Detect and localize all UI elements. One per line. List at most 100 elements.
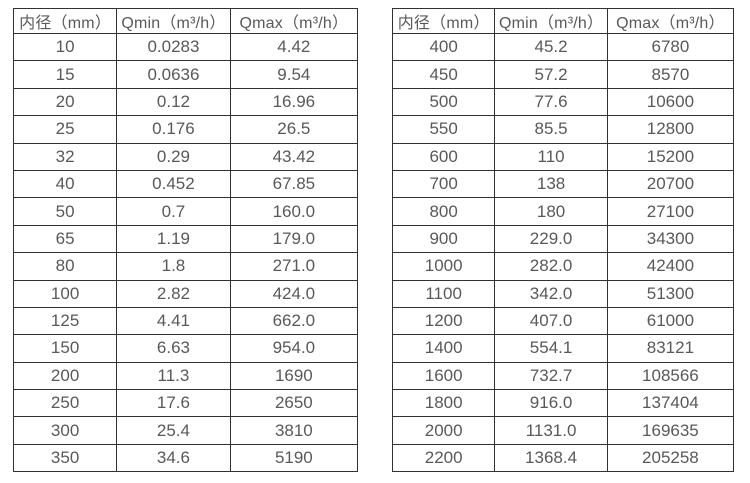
qmax-cell: 8570 <box>606 60 735 89</box>
qmax-cell: 9.54 <box>229 60 359 89</box>
qmin-cell: 732.7 <box>494 361 608 391</box>
inner-diameter-cell: 150 <box>12 334 118 363</box>
qmax-cell: 43.42 <box>229 142 359 171</box>
table-row: 25 0.176 26.5 <box>12 115 359 144</box>
inner-diameter-cell: 2000 <box>391 416 496 445</box>
table-row: 2000 1131.0 169635 <box>391 416 735 445</box>
inner-diameter-cell: 100 <box>12 279 118 308</box>
table-row: 65 1.19 179.0 <box>12 224 359 254</box>
inner-diameter-cell: 900 <box>391 224 496 254</box>
inner-diameter-cell: 400 <box>391 32 496 62</box>
qmax-cell: 61000 <box>606 306 735 336</box>
table-row: 20 0.12 16.96 <box>12 87 359 117</box>
table-row: 1000 282.0 42400 <box>391 252 735 281</box>
qmax-cell: 2650 <box>229 389 359 418</box>
qmax-cell: 5190 <box>229 443 359 473</box>
qmin-cell: 229.0 <box>494 224 608 254</box>
qmin-cell: 1.8 <box>116 252 231 281</box>
qmax-cell: 160.0 <box>229 197 359 226</box>
qmin-cell: 180 <box>494 197 608 226</box>
inner-diameter-cell: 10 <box>12 32 118 62</box>
qmin-cell: 0.0636 <box>116 60 231 89</box>
qmax-cell: 108566 <box>606 361 735 391</box>
spec-table-large-diameters: 内径（mm） Qmin（m³/h） Qmax（m³/h） 400 45.2 6780 45… <box>391 8 735 473</box>
inner-diameter-cell: 1800 <box>391 389 496 418</box>
inner-diameter-cell: 550 <box>391 115 496 144</box>
qmin-cell: 0.0283 <box>116 32 231 62</box>
inner-diameter-header: 内径（mm） <box>391 8 496 34</box>
inner-diameter-cell: 450 <box>391 60 496 89</box>
inner-diameter-cell: 1000 <box>391 252 496 281</box>
spec-table-small-diameters: 内径（mm） Qmin（m³/h） Qmax（m³/h） 10 0.0283 4.42 1… <box>12 8 359 473</box>
table-row: 600 110 15200 <box>391 142 735 171</box>
table-row: 10 0.0283 4.42 <box>12 32 359 62</box>
qmin-cell: 6.63 <box>116 334 231 363</box>
table-row: 1200 407.0 61000 <box>391 306 735 336</box>
inner-diameter-cell: 1600 <box>391 361 496 391</box>
qmin-cell: 11.3 <box>116 361 231 391</box>
qmax-cell: 10600 <box>606 87 735 117</box>
inner-diameter-cell: 500 <box>391 87 496 117</box>
qmin-cell: 1368.4 <box>494 443 608 473</box>
table-row: 900 229.0 34300 <box>391 224 735 254</box>
qmax-cell: 3810 <box>229 416 359 445</box>
flow-rate-spec-page: 内径（mm） Qmin（m³/h） Qmax（m³/h） 10 0.0283 4.42 1… <box>12 8 735 473</box>
qmin-cell: 0.12 <box>116 87 231 117</box>
qmin-cell: 110 <box>494 142 608 171</box>
qmax-cell: 16.96 <box>229 87 359 117</box>
qmax-cell: 1690 <box>229 361 359 391</box>
qmin-cell: 1.19 <box>116 224 231 254</box>
qmin-header: Qmin（m³/h） <box>116 8 231 34</box>
qmax-cell: 15200 <box>606 142 735 171</box>
table-row: 40 0.452 67.85 <box>12 169 359 199</box>
qmax-cell: 26.5 <box>229 115 359 144</box>
header-row: 内径（mm） Qmin（m³/h） Qmax（m³/h） <box>12 8 359 34</box>
qmax-cell: 271.0 <box>229 252 359 281</box>
qmax-header: Qmax（m³/h） <box>606 8 735 34</box>
table-row: 500 77.6 10600 <box>391 87 735 117</box>
inner-diameter-cell: 350 <box>12 443 118 473</box>
qmax-cell: 6780 <box>606 32 735 62</box>
inner-diameter-cell: 250 <box>12 389 118 418</box>
inner-diameter-cell: 2200 <box>391 443 496 473</box>
qmin-cell: 916.0 <box>494 389 608 418</box>
qmin-cell: 342.0 <box>494 279 608 308</box>
qmin-cell: 2.82 <box>116 279 231 308</box>
header-row: 内径（mm） Qmin（m³/h） Qmax（m³/h） <box>391 8 735 34</box>
table-row: 50 0.7 160.0 <box>12 197 359 226</box>
qmin-cell: 0.452 <box>116 169 231 199</box>
qmax-cell: 27100 <box>606 197 735 226</box>
inner-diameter-cell: 25 <box>12 115 118 144</box>
table-row: 800 180 27100 <box>391 197 735 226</box>
qmax-cell: 205258 <box>606 443 735 473</box>
qmin-cell: 0.29 <box>116 142 231 171</box>
qmax-cell: 20700 <box>606 169 735 199</box>
qmin-cell: 282.0 <box>494 252 608 281</box>
qmin-cell: 407.0 <box>494 306 608 336</box>
table-row: 300 25.4 3810 <box>12 416 359 445</box>
inner-diameter-cell: 1100 <box>391 279 496 308</box>
table-row: 200 11.3 1690 <box>12 361 359 391</box>
qmax-cell: 83121 <box>606 334 735 363</box>
inner-diameter-cell: 1200 <box>391 306 496 336</box>
table-row: 150 6.63 954.0 <box>12 334 359 363</box>
inner-diameter-cell: 15 <box>12 60 118 89</box>
qmax-cell: 179.0 <box>229 224 359 254</box>
inner-diameter-cell: 700 <box>391 169 496 199</box>
qmax-cell: 954.0 <box>229 334 359 363</box>
qmin-cell: 17.6 <box>116 389 231 418</box>
qmin-cell: 34.6 <box>116 443 231 473</box>
inner-diameter-cell: 50 <box>12 197 118 226</box>
table-row: 350 34.6 5190 <box>12 443 359 473</box>
inner-diameter-cell: 200 <box>12 361 118 391</box>
table-row: 125 4.41 662.0 <box>12 306 359 336</box>
table-row: 700 138 20700 <box>391 169 735 199</box>
inner-diameter-cell: 800 <box>391 197 496 226</box>
table-row: 450 57.2 8570 <box>391 60 735 89</box>
qmin-cell: 57.2 <box>494 60 608 89</box>
qmax-cell: 137404 <box>606 389 735 418</box>
inner-diameter-cell: 125 <box>12 306 118 336</box>
table-row: 1600 732.7 108566 <box>391 361 735 391</box>
qmin-cell: 138 <box>494 169 608 199</box>
qmax-cell: 169635 <box>606 416 735 445</box>
